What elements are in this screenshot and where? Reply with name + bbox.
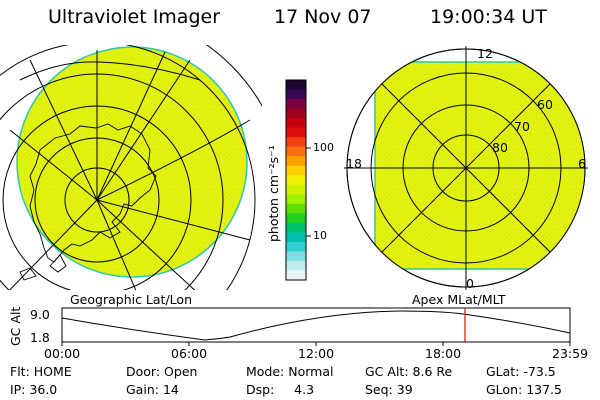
altitude-x-ticks	[61, 342, 571, 346]
colorbar-segment	[286, 232, 306, 243]
colorbar-segment	[286, 89, 306, 100]
geographic-image-disk	[16, 46, 248, 278]
colorbar	[286, 80, 306, 281]
colorbar-segment	[286, 175, 306, 186]
colorbar-segment	[286, 80, 306, 91]
mlt-label-18: 18	[346, 156, 362, 171]
altitude-plot-frame	[61, 307, 571, 343]
colorbar-segment	[286, 165, 306, 176]
apex-caption: Apex MLat/MLT	[412, 292, 506, 307]
colorbar-segment	[286, 222, 306, 233]
altitude-xtick-4: 23:59	[552, 346, 589, 361]
geographic-caption: Geographic Lat/Lon	[70, 292, 192, 307]
geographic-image-panel	[0, 45, 262, 290]
mlat-mlt-panel	[344, 46, 588, 290]
colorbar-segment	[286, 137, 306, 148]
altitude-ytick-high: 9.0	[30, 307, 50, 322]
mlat-label-80: 80	[492, 140, 508, 155]
footer-ip: IP: 36.0	[10, 382, 58, 397]
colorbar-segment	[286, 184, 306, 195]
date-label: 17 Nov 07	[274, 6, 372, 28]
footer-gain: Gain: 14	[126, 382, 179, 397]
time-label: 19:00:34 UT	[430, 6, 547, 28]
colorbar-segment	[286, 260, 306, 272]
colorbar-segment	[286, 213, 306, 224]
colorbar-label-10: 10	[313, 229, 327, 242]
altitude-ylabel: GC Alt	[8, 306, 23, 346]
colorbar-segment	[286, 118, 306, 129]
mlt-label-6: 6	[578, 156, 586, 171]
altitude-xtick-0: 00:00	[44, 346, 81, 361]
footer-glon: GLon: 137.5	[486, 382, 562, 397]
footer-flt: Flt: HOME	[10, 364, 72, 379]
footer-glat: GLat: -73.5	[486, 364, 556, 379]
mlt-meridians	[344, 46, 588, 290]
footer-dsp: Dsp: 4.3	[246, 382, 315, 397]
colorbar-segment	[286, 156, 306, 167]
colorbar-unit-label: photon cm⁻²s⁻¹	[266, 145, 281, 242]
colorbar-segment	[286, 251, 306, 262]
altitude-curve	[61, 310, 571, 341]
colorbar-segment	[286, 127, 306, 138]
mlat-label-60: 60	[537, 97, 553, 112]
colorbar-frame	[285, 79, 307, 281]
colorbar-segment	[286, 108, 306, 119]
footer-seq: Seq: 39	[365, 382, 413, 397]
mlt-label-0: 0	[466, 276, 474, 291]
colorbar-label-100: 100	[313, 141, 334, 154]
altitude-xtick-3: 18:00	[425, 346, 462, 361]
colorbar-segment	[286, 194, 306, 205]
mlt-label-12: 12	[477, 46, 493, 61]
mlat-label-70: 70	[514, 119, 530, 134]
colorbar-segment	[286, 99, 306, 110]
footer-mode: Mode: Normal	[246, 364, 334, 379]
footer-gc-alt: GC Alt: 8.6 Re	[365, 364, 453, 379]
mlt-image-footprint	[374, 61, 585, 270]
altitude-ytick-low: 1.8	[30, 330, 50, 345]
colorbar-segment	[286, 270, 306, 281]
colorbar-segment	[286, 146, 306, 157]
colorbar-segment	[286, 203, 306, 214]
footer-door: Door: Open	[126, 364, 198, 379]
coastline-outline	[29, 123, 157, 263]
instrument-title: Ultraviolet Imager	[48, 6, 221, 28]
altitude-xtick-1: 06:00	[171, 346, 208, 361]
altitude-plot	[61, 307, 571, 346]
colorbar-segment	[286, 241, 306, 253]
altitude-xtick-2: 12:00	[298, 346, 335, 361]
